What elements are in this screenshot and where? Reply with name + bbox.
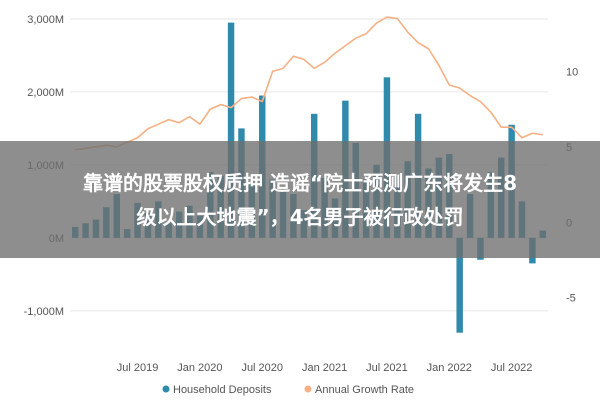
right-axis-tick-label: -5 [566,293,576,305]
legend-label-household-deposits: Household Deposits [173,384,272,396]
line-annual-growth-rate [75,16,543,151]
x-axis-tick-label: Jan 2022 [427,362,472,374]
legend-marker-household-deposits [162,385,170,393]
legend: Household Deposits Annual Growth Rate [162,384,414,396]
bar-household-deposits [456,237,463,333]
right-axis-tick-label: 10 [566,66,578,78]
headline-banner: 靠谱的股票股权质押 造谣“院士预测广东将发生8 级以上大地震”，4名男子被行政处… [0,141,600,258]
x-axis-tick-label: Jan 2020 [177,362,222,374]
left-axis-tick-label: 3,000M [27,14,64,26]
headline-line-1: 靠谱的股票股权质押 造谣“院士预测广东将发生8 [82,170,518,195]
x-axis-tick-label: Jul 2021 [366,362,408,374]
line-series [75,16,543,151]
x-axis-tick-label: Jan 2021 [302,362,347,374]
legend-label-annual-growth-rate: Annual Growth Rate [315,384,414,396]
headline-text: 靠谱的股票股权质押 造谣“院士预测广东将发生8 级以上大地震”，4名男子被行政处… [10,166,590,234]
x-axis-labels: Jul 2019 Jan 2020 Jul 2020 Jan 2021 Jul 2021… [117,362,533,374]
left-axis-tick-label: 2,000M [27,87,64,99]
bar-household-deposits [227,22,235,238]
headline-line-2: 级以上大地震”，4名男子被行政处罚 [136,204,464,229]
x-axis-tick-label: Jul 2020 [241,362,283,374]
x-axis-tick-label: Jul 2019 [117,362,159,374]
legend-marker-annual-growth-rate [304,385,312,393]
left-axis-tick-label: -1,000M [24,306,64,318]
x-axis-tick-label: Jul 2022 [491,362,533,374]
